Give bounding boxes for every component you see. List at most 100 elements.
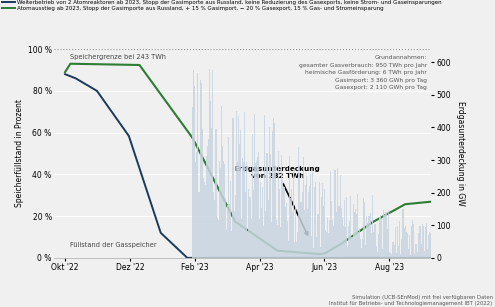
Bar <box>385 216 386 258</box>
Bar <box>263 226 264 258</box>
Bar <box>229 204 230 258</box>
Bar <box>276 220 277 258</box>
Bar <box>352 204 353 258</box>
Bar <box>270 154 271 258</box>
Bar <box>419 226 421 258</box>
Bar <box>409 235 410 258</box>
Bar <box>310 174 311 258</box>
Bar <box>257 157 258 258</box>
Bar <box>224 164 225 258</box>
Bar <box>334 226 335 258</box>
Legend: Weiterbetrieb von 2 Atomreaktoren ab 2023, Stopp der Gasimporte aus Russland, ke: Weiterbetrieb von 2 Atomreaktoren ab 202… <box>2 0 442 11</box>
Bar <box>407 233 408 258</box>
Bar <box>349 221 350 258</box>
Bar <box>291 189 292 258</box>
Bar <box>242 158 243 258</box>
Bar <box>342 217 343 258</box>
Bar <box>192 107 193 258</box>
Bar <box>220 168 221 258</box>
Bar <box>264 115 265 258</box>
Bar <box>227 205 228 258</box>
Bar <box>256 161 257 258</box>
Bar <box>209 69 210 258</box>
Bar <box>308 192 309 258</box>
Bar <box>316 237 317 258</box>
Bar <box>208 138 209 258</box>
Bar <box>356 214 357 258</box>
Bar <box>379 217 380 258</box>
Bar <box>422 224 423 258</box>
Bar <box>343 226 344 258</box>
Bar <box>250 219 251 258</box>
Bar <box>413 224 414 258</box>
Bar <box>428 235 429 258</box>
Bar <box>411 226 412 258</box>
Bar <box>213 192 214 258</box>
Bar <box>300 201 301 258</box>
Bar <box>290 197 291 258</box>
Bar <box>292 212 293 258</box>
Bar <box>400 254 401 258</box>
Bar <box>399 221 400 258</box>
Bar <box>363 198 364 258</box>
Bar <box>326 232 327 258</box>
Bar <box>331 201 332 258</box>
Bar <box>357 194 358 258</box>
Bar <box>365 245 366 258</box>
Bar <box>200 84 201 258</box>
Bar <box>239 144 240 258</box>
Bar <box>353 212 354 258</box>
Bar <box>344 200 345 258</box>
Bar <box>374 224 375 258</box>
Bar <box>423 226 424 258</box>
Bar <box>358 232 359 258</box>
Text: Simulation (UCB-SEnMod) mit frei verfügbaren Daten
Institut für Betriebs- und Te: Simulation (UCB-SEnMod) mit frei verfügb… <box>329 295 493 306</box>
Bar <box>387 229 388 258</box>
Bar <box>233 118 234 258</box>
Bar <box>285 207 286 258</box>
Bar <box>341 208 342 258</box>
Bar <box>251 134 252 258</box>
Bar <box>294 242 295 258</box>
Bar <box>218 220 219 258</box>
Bar <box>238 116 239 258</box>
Bar <box>303 210 305 258</box>
Bar <box>266 153 267 258</box>
Bar <box>222 146 223 258</box>
Bar <box>262 187 263 258</box>
Bar <box>414 254 415 258</box>
Bar <box>289 156 290 258</box>
Bar <box>336 212 337 258</box>
Bar <box>372 195 373 258</box>
Bar <box>380 215 381 258</box>
Y-axis label: Erdgasunterdeckung in GW: Erdgasunterdeckung in GW <box>456 101 465 206</box>
Text: Erdgasunterdeckung
von 282 TWh: Erdgasunterdeckung von 282 TWh <box>235 165 320 235</box>
Bar <box>373 232 374 258</box>
Bar <box>295 207 296 258</box>
Bar <box>201 129 202 258</box>
Y-axis label: Speicherfüllstand in Prozent: Speicherfüllstand in Prozent <box>14 99 23 208</box>
Bar <box>320 247 321 258</box>
Bar <box>226 230 227 258</box>
Bar <box>288 241 289 258</box>
Bar <box>389 252 390 258</box>
Bar <box>410 255 411 258</box>
Bar <box>228 137 229 258</box>
Bar <box>259 219 260 258</box>
Bar <box>339 206 340 258</box>
Bar <box>195 162 197 258</box>
Bar <box>408 249 409 258</box>
Bar <box>415 243 416 258</box>
Bar <box>221 106 222 258</box>
Bar <box>360 239 361 258</box>
Bar <box>403 228 404 258</box>
Bar <box>398 247 399 258</box>
Bar <box>237 162 238 258</box>
Bar <box>249 197 250 258</box>
Bar <box>298 147 299 258</box>
Bar <box>337 168 338 258</box>
Bar <box>390 253 391 258</box>
Bar <box>231 231 233 258</box>
Bar <box>284 187 285 258</box>
Bar <box>402 209 403 258</box>
